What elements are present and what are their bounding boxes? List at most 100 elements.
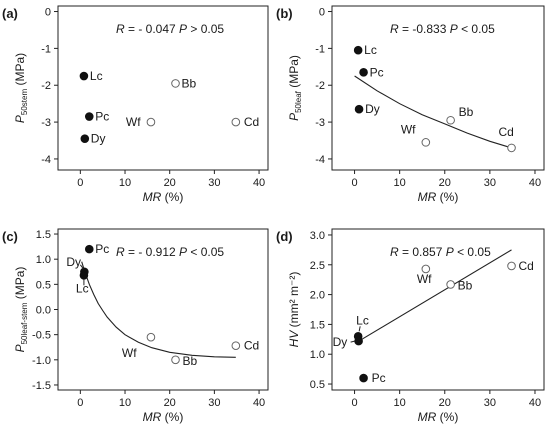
x-tick-label-b: 0 (351, 177, 357, 189)
data-point-bb-d (446, 280, 455, 289)
point-label-pc-a: Pc (95, 110, 109, 124)
data-point-lc-c (79, 270, 89, 280)
point-label-pc-b: Pc (370, 65, 384, 79)
data-point-wf-b (421, 138, 431, 147)
data-point-wf-c (146, 332, 156, 342)
point-label-wf-c: Wf (122, 346, 137, 360)
fit-curve-b (354, 75, 512, 149)
stats-annotation-b: R = -0.833 P < 0.05 (390, 22, 495, 36)
point-label-dy-b: Dy (365, 102, 380, 116)
leader-line-lc-d (358, 326, 361, 332)
data-point-wf-d (421, 264, 431, 274)
point-label-dy-c: Dy (66, 255, 81, 269)
point-label-pc-c: Pc (95, 242, 109, 256)
x-tick-label-c: 0 (77, 397, 83, 409)
data-point-cd-c (231, 341, 241, 351)
y-tick-label-d: 1.5 (310, 319, 325, 331)
x-tick-label-d: 0 (351, 397, 357, 409)
y-tick-label-a: -3 (41, 117, 51, 129)
x-tick-label-a: 20 (164, 177, 176, 189)
y-axis-title-a: P50stem (MPa) (13, 53, 29, 123)
point-label-bb-a: Bb (182, 76, 197, 90)
x-tick-label-d: 30 (484, 397, 496, 409)
y-tick-label-b: -2 (315, 80, 325, 92)
data-point-cd-a (231, 117, 241, 127)
plot-frame-d (331, 228, 545, 391)
y-tick-label-c: -1.5 (32, 380, 51, 392)
point-label-bb-b: Bb (459, 105, 474, 119)
x-tick-label-b: 10 (394, 177, 406, 189)
x-tick-label-a: 30 (208, 177, 220, 189)
data-point-bb-c (171, 355, 180, 365)
panel-label-d: (d) (276, 229, 293, 244)
y-axis-title-c: P50leaf-stem (MPa) (13, 267, 29, 353)
y-tick-label-c: 1.5 (36, 229, 51, 241)
data-point-pc-b (359, 68, 368, 77)
x-axis-title-a: MR (%) (143, 190, 184, 204)
point-label-wf-b: Wf (401, 122, 416, 136)
y-tick-label-a: 0 (45, 7, 51, 19)
data-point-cd-d (507, 261, 516, 271)
y-tick-label-a: -2 (41, 80, 51, 92)
data-point-bb-a (171, 79, 180, 88)
data-point-pc-d (359, 373, 368, 383)
x-axis-title-b: MR (%) (418, 190, 459, 204)
y-tick-label-c: -0.5 (32, 330, 51, 342)
point-label-cd-a: Cd (244, 115, 259, 129)
x-tick-label-c: 10 (119, 397, 131, 409)
y-tick-label-b: 0 (319, 7, 325, 19)
point-label-cd-b: Cd (499, 125, 514, 139)
data-point-pc-a (84, 112, 94, 121)
data-point-cd-b (507, 143, 516, 153)
stats-annotation-a: R = - 0.047 P > 0.05 (116, 22, 224, 36)
y-tick-label-d: 3.0 (310, 230, 325, 242)
y-tick-label-c: -1.0 (32, 355, 51, 367)
y-tick-label-d: 2.0 (310, 290, 325, 302)
x-tick-label-b: 30 (484, 177, 496, 189)
x-tick-label-b: 40 (529, 177, 541, 189)
stats-annotation-c: R = - 0.912 P < 0.05 (116, 245, 224, 259)
x-tick-label-c: 40 (253, 397, 265, 409)
y-tick-label-d: 0.5 (310, 379, 325, 391)
point-label-dy-d: Dy (333, 335, 348, 349)
point-label-cd-d: Cd (519, 259, 534, 273)
point-label-lc-b: Lc (364, 43, 377, 57)
y-tick-label-a: -1 (41, 43, 51, 55)
point-label-bb-c: Bb (183, 354, 198, 368)
panel-b: 0 10 20 30 40 0 -1 -2 -3 -4 (b) MR (%) P50leaf (MPa)… (276, 5, 545, 204)
point-label-wf-a: Wf (126, 115, 141, 129)
y-tick-label-a: -4 (41, 154, 51, 166)
x-tick-label-d: 20 (439, 397, 451, 409)
data-point-dy-b (354, 104, 364, 114)
point-label-lc-c: Lc (76, 281, 89, 295)
x-tick-label-c: 30 (208, 397, 220, 409)
x-axis-title-d: MR (%) (418, 410, 459, 424)
y-tick-label-c: 1.0 (36, 254, 51, 266)
panel-label-c: (c) (2, 229, 18, 244)
panel-label-a: (a) (2, 6, 18, 21)
leader-line-dy-d (350, 340, 355, 343)
x-tick-label-d: 40 (529, 397, 541, 409)
point-label-lc-d: Lc (356, 313, 369, 327)
point-label-pc-d: Pc (372, 371, 386, 385)
point-label-lc-a: Lc (90, 69, 103, 83)
data-point-wf-a (146, 117, 156, 127)
x-tick-label-d: 10 (394, 397, 406, 409)
x-tick-label-b: 20 (439, 177, 451, 189)
plot-frame-a (57, 5, 269, 171)
panel-label-b: (b) (276, 6, 293, 21)
plot-frame-b (331, 5, 545, 171)
fit-curve-d (356, 249, 512, 343)
panel-c: 0 10 20 30 40 1.5 1.0 0.5 0.0 -0.5 -1.0 -1.5 (c) MR (… (2, 228, 269, 424)
data-point-dy-a (80, 134, 90, 143)
y-axis-title-b: P50leaf (MPa) (287, 55, 303, 121)
x-tick-label-a: 0 (77, 177, 83, 189)
panel-a: 0 10 20 30 40 0 -1 -2 -3 -4 (a) MR (%) P50stem (MPa)… (2, 5, 269, 204)
y-tick-label-d: 1.0 (310, 349, 325, 361)
panel-d: 0 10 20 30 40 3.0 2.5 2.0 1.5 1.0 0.5 (d) MR (%) HV (… (276, 228, 545, 424)
fit-curve-c (81, 261, 236, 358)
point-label-cd-c: Cd (244, 339, 259, 353)
point-label-dy-a: Dy (91, 132, 106, 146)
